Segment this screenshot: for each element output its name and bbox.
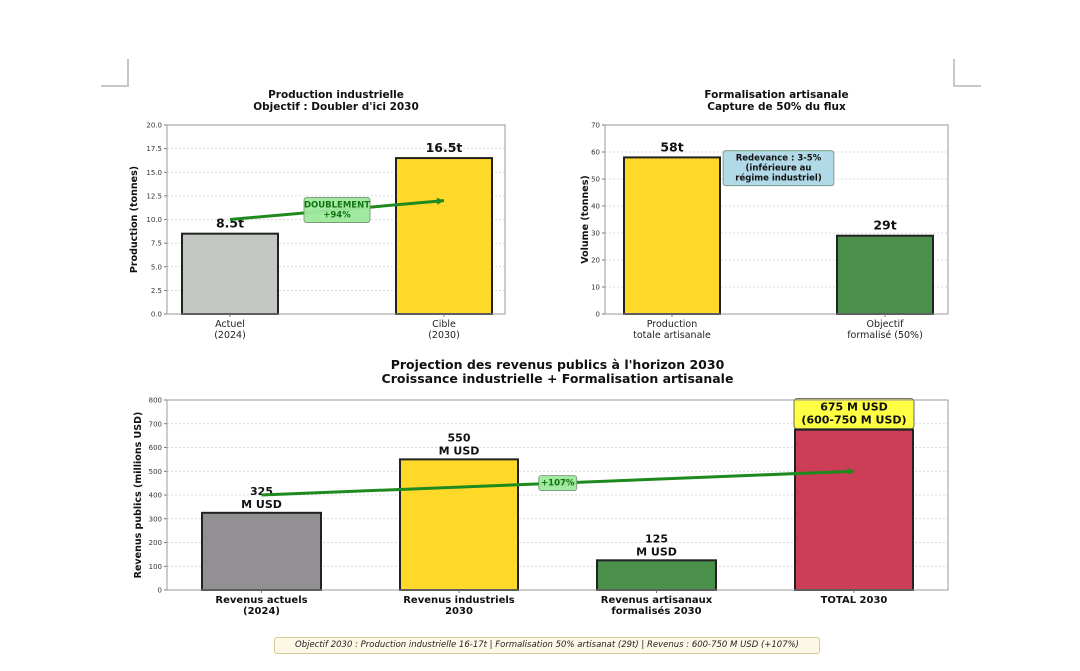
annotation-text: Redevance : 3-5% [736,154,822,164]
y-tick-label: 40 [591,203,600,211]
data-label: 550 [448,431,471,444]
x-tick-label: formalisés 2030 [611,605,701,617]
bar-0 [201,511,322,591]
x-tick-label: Revenus artisanaux [601,595,713,606]
bar-0 [623,156,721,315]
y-tick-label: 200 [149,539,162,547]
bar-2 [596,559,717,591]
y-axis-label: Production (tonnes) [129,166,140,273]
page-corner-top-right [953,59,981,87]
y-tick-label: 0 [158,587,162,595]
chart-title: Formalisation artisanale [704,89,848,101]
bar-0 [181,232,279,315]
bar-1 [836,234,934,315]
x-tick-label: Cible [432,319,456,330]
annotation-text: (inférieure au [746,163,812,174]
y-tick-label: 12.5 [146,192,162,200]
annotation-text: DOUBLEMENT [304,201,370,211]
chart-subtitle: Capture de 50% du flux [707,101,846,113]
x-tick-label: 2030 [445,606,473,617]
y-tick-label: 400 [149,492,162,500]
y-tick-label: 15.0 [146,169,162,177]
annotation-text: +107% [541,479,575,489]
y-tick-label: 500 [149,468,162,476]
y-tick-label: 50 [591,176,600,184]
axes-frame [166,399,949,591]
axes-frame [604,124,949,315]
bar-1 [399,458,519,591]
total-label-box [793,398,915,430]
x-tick-label: Revenus actuels [215,595,307,606]
annotation-text: régime industriel) [735,173,822,184]
y-tick-label: 17.5 [146,145,162,153]
y-tick-label: 20.0 [146,122,162,130]
y-tick-label: 0.0 [151,311,162,319]
annotation-box [303,197,371,223]
y-tick-label: 2.5 [151,287,162,295]
bar-3 [794,428,914,591]
arrow-head-icon [846,468,854,476]
x-tick-label: Production [647,319,698,330]
y-tick-label: 300 [149,515,162,523]
axes-frame [166,124,506,315]
y-tick-label: 10 [591,284,600,292]
y-tick-label: 0 [596,311,600,319]
y-tick-label: 600 [149,444,162,452]
y-tick-label: 5.0 [151,263,162,271]
page-corner-top-left [101,59,129,87]
data-label: 16.5t [426,140,463,155]
x-tick-label: Actuel [215,319,245,330]
y-tick-label: 800 [149,397,162,405]
annotation-box [722,150,835,187]
data-label: (600-750 M USD) [801,414,906,427]
data-label: 675 M USD [820,401,888,414]
data-label: 125 [645,532,668,545]
chart-c3: Projection des revenus publics à l'horiz… [133,357,949,617]
y-axis-label: Revenus publics (millions USD) [133,412,144,579]
y-tick-label: 70 [591,122,600,130]
y-tick-label: 100 [149,563,162,571]
x-tick-label: TOTAL 2030 [821,595,888,606]
annotation-box [538,475,578,492]
arrow-head-icon [436,197,444,205]
data-label: M USD [636,545,677,558]
y-tick-label: 20 [591,257,600,265]
x-tick-label: (2024) [243,606,280,617]
x-tick-label: totale artisanale [633,330,711,341]
bar-1 [395,157,493,315]
y-tick-label: 10.0 [146,216,162,224]
summary-footer: Objectif 2030 : Production industrielle … [274,637,820,654]
x-tick-label: Objectif [867,319,905,330]
x-tick-label: formalisé (50%) [847,330,923,341]
x-tick-label: (2030) [428,330,460,341]
x-tick-label: Revenus industriels [403,595,515,606]
data-label: 58t [660,139,683,154]
annotation-text: +94% [323,211,351,221]
y-tick-label: 700 [149,420,162,428]
chart-subtitle: Croissance industrielle + Formalisation … [382,371,734,386]
data-label: M USD [439,444,480,457]
y-axis-label: Volume (tonnes) [580,175,591,263]
data-label: M USD [241,498,282,511]
data-label: 29t [873,218,896,233]
chart-title: Projection des revenus publics à l'horiz… [391,357,725,372]
chart-title: Production industrielle [268,89,404,101]
y-tick-label: 60 [591,149,600,157]
x-tick-label: (2024) [214,330,246,341]
chart-subtitle: Objectif : Doubler d'ici 2030 [253,101,419,113]
y-tick-label: 7.5 [151,240,162,248]
y-tick-label: 30 [591,230,600,238]
